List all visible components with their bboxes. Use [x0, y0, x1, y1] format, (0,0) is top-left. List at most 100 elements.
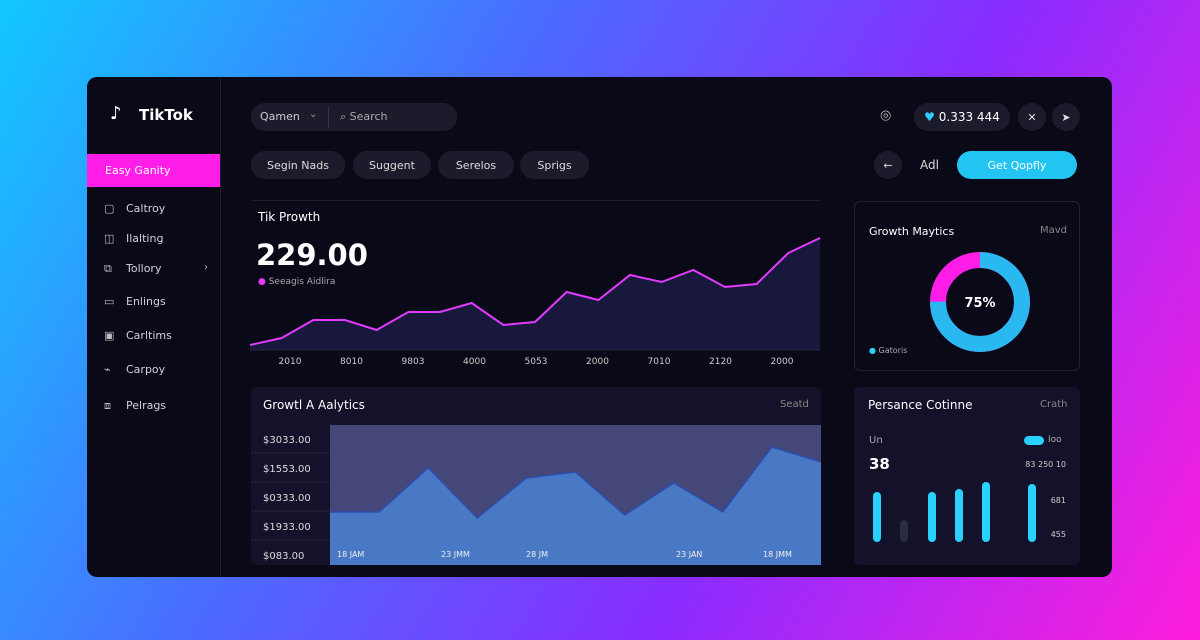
- bar: [928, 492, 936, 542]
- x-label: 4000: [463, 357, 486, 367]
- donut-label: 75%: [964, 296, 995, 311]
- x-label: 2010: [279, 357, 302, 367]
- balance-value: 0.333 444: [938, 110, 1000, 124]
- x-label: 2120: [709, 357, 732, 367]
- donut-action[interactable]: Mavd: [1040, 225, 1068, 236]
- filter-label: Sprigs: [537, 158, 572, 172]
- donut-legend: ● Gatoris: [869, 346, 907, 355]
- x-label: 28 JM: [526, 550, 548, 559]
- primary-button[interactable]: Get Qopfly: [957, 151, 1077, 179]
- analytics-action[interactable]: Seatd: [780, 399, 809, 410]
- x-label: 7010: [648, 357, 671, 367]
- x-label: 2000: [771, 357, 794, 367]
- nav-item[interactable]: Tollory: [126, 262, 162, 275]
- analytics-chart: $3033.00 $1553.00 $0333.00 $1933.00 $083.00 1…: [251, 425, 821, 565]
- growth-legend: ● Seeagis Aidlira: [258, 277, 335, 287]
- stat: 38: [869, 455, 890, 473]
- toggle-label: Ioo: [1048, 435, 1062, 445]
- filter-chip[interactable]: Segin Nads: [251, 151, 345, 179]
- y-label: $083.00: [263, 551, 304, 562]
- active-nav[interactable]: [87, 154, 220, 187]
- x-label: 8010: [340, 357, 363, 367]
- bar: [873, 492, 881, 542]
- growth-title: Tik Prowth: [258, 210, 321, 224]
- nav-icon: ▭: [104, 295, 115, 308]
- search-input[interactable]: ⌕ Search: [340, 110, 387, 124]
- donut-arc: [930, 252, 1030, 352]
- performance-chart: 83 250 10 681 455: [873, 460, 1066, 542]
- send-button[interactable]: ➤: [1052, 103, 1080, 131]
- legend-label: Seeagis Aidlira: [268, 277, 336, 287]
- growth-section: [251, 200, 821, 377]
- x-label: 23 JMM: [441, 550, 470, 559]
- nav-icon: ⧉: [104, 262, 112, 275]
- y-label: $1933.00: [263, 522, 311, 533]
- user-icon[interactable]: ◎: [880, 108, 892, 123]
- x-label: 23 JAN: [676, 550, 702, 559]
- bar: [955, 489, 963, 542]
- filter-chip[interactable]: Sprigs: [520, 151, 589, 179]
- active-nav-label: Easy Ganity: [105, 164, 171, 177]
- x-label: 9803: [402, 357, 425, 367]
- select-arrow: ⌄: [309, 109, 318, 120]
- bar: [900, 520, 908, 542]
- y-label: $0333.00: [263, 493, 311, 504]
- growth-value: 229.00: [256, 238, 368, 272]
- y-label: $1553.00: [263, 464, 311, 475]
- nav-icon: ◫: [104, 232, 115, 245]
- filter-label: Segin Nads: [267, 158, 329, 172]
- brand-icon: ♪: [110, 103, 122, 124]
- legend-dot: ●: [869, 346, 879, 355]
- x-label: 2000: [586, 357, 609, 367]
- sidebar: [87, 77, 221, 577]
- chevron: ›: [204, 262, 208, 273]
- side-label: 681: [1051, 496, 1066, 505]
- donut-title: Growth Maytics: [869, 225, 955, 238]
- analytics-title: Growtl A Aalytics: [263, 398, 365, 412]
- heart-icon: ♥: [924, 110, 939, 124]
- performance-title: Persance Cotinne: [868, 398, 973, 412]
- legend-dot: ●: [258, 277, 269, 287]
- back-button[interactable]: ←: [874, 151, 902, 179]
- action-label[interactable]: Adl: [920, 158, 939, 172]
- nav-item[interactable]: Ilalting: [126, 232, 164, 245]
- line: [330, 446, 821, 520]
- x-label: 5053: [525, 357, 548, 367]
- filter-chip[interactable]: Serelos: [438, 151, 514, 179]
- donut-chart: 75%: [930, 252, 1030, 352]
- brand: TikTok: [139, 106, 193, 124]
- nav-icon: ⌁: [104, 363, 111, 376]
- donut-card: [854, 201, 1080, 371]
- performance-action[interactable]: Crath: [1040, 399, 1068, 410]
- nav-icon: ▣: [104, 329, 115, 342]
- nav-item[interactable]: Pelrags: [126, 399, 167, 412]
- nav-item[interactable]: Enlings: [126, 295, 166, 308]
- side-label: 83 250 10: [1025, 460, 1066, 469]
- nav-icon: ⧈: [104, 399, 111, 412]
- growth-chart: 2010 8010 9803 4000 5053 2000 7010 2120 2000: [250, 237, 821, 367]
- toggle[interactable]: [1024, 436, 1044, 445]
- nav-item[interactable]: Carltims: [126, 329, 172, 342]
- x-label: 18 JAM: [337, 550, 364, 559]
- search-placeholder: Search: [349, 110, 388, 123]
- legend-label: Gatoris: [878, 346, 908, 355]
- nav-item[interactable]: Carpoy: [126, 363, 166, 376]
- line: [250, 237, 821, 346]
- close-button[interactable]: ✕: [1018, 103, 1046, 131]
- nav-item[interactable]: Caltroy: [126, 202, 166, 215]
- select[interactable]: Qamen: [260, 110, 300, 123]
- filter-chip[interactable]: Suggent: [353, 151, 431, 179]
- area: [250, 238, 820, 350]
- bar: [982, 482, 990, 542]
- search-bar[interactable]: [251, 103, 457, 131]
- divider: [328, 106, 329, 128]
- bar: [1028, 484, 1036, 542]
- area: [330, 447, 821, 565]
- performance-card: [854, 387, 1080, 565]
- filter-label: Suggent: [369, 158, 415, 172]
- search-icon: ⌕: [340, 110, 350, 123]
- side-label: 455: [1051, 530, 1066, 539]
- x-label: 18 JMM: [763, 550, 792, 559]
- balance[interactable]: ♥ 0.333 444: [914, 103, 1010, 131]
